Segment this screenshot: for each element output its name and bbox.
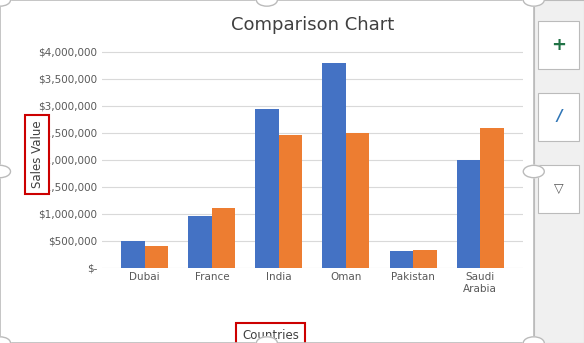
Bar [480,129,503,268]
Bar [255,108,279,268]
Text: Countries: Countries [242,329,299,342]
Bar [413,250,436,268]
Text: Sales Value: Sales Value [30,120,44,188]
Bar [121,240,145,268]
Bar [390,251,413,268]
Title: Comparison Chart: Comparison Chart [231,16,394,34]
Text: ▽: ▽ [554,182,564,195]
Bar [457,160,480,268]
Bar [145,246,168,268]
Text: +: + [551,36,566,54]
Bar [212,208,235,268]
Bar [322,63,346,268]
Bar [346,133,370,268]
Text: /: / [556,109,562,124]
Bar [279,135,303,268]
Bar [189,216,212,268]
